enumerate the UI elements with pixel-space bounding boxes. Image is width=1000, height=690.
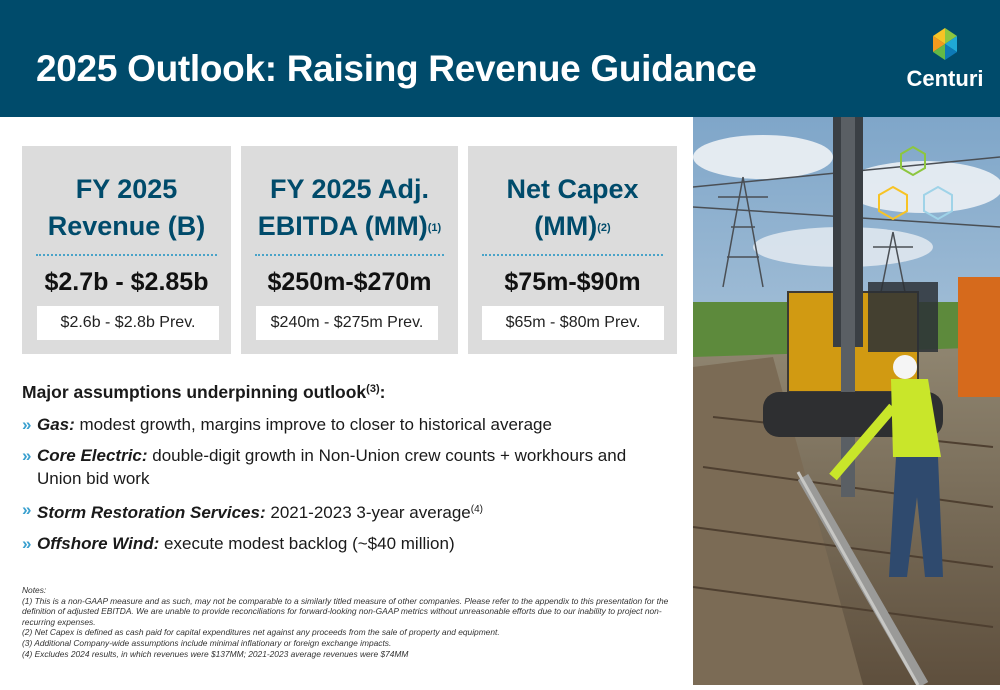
card-title: FY 2025 Revenue (B) (22, 171, 231, 247)
card-prev-value: $65m - $80m Prev. (482, 306, 664, 340)
card-value: $250m-$270m (267, 268, 432, 296)
bullet-chevron-icon: » (22, 534, 32, 553)
list-item: » Gas: modest growth, margins improve to… (22, 413, 672, 436)
assumptions-list: » Gas: modest growth, margins improve to… (22, 413, 672, 563)
centuri-logo: Centuri (905, 26, 985, 96)
bullet-text: modest growth, margins improve to closer… (74, 415, 552, 434)
footnote-line: (4) Excludes 2024 results, in which reve… (22, 648, 409, 659)
card-title-line2: EBITDA (MM) (257, 211, 428, 241)
construction-photo-illustration (692, 117, 1000, 688)
footnote-line: (2) Net Capex is defined as cash paid fo… (22, 627, 500, 638)
header-banner: 2025 Outlook: Raising Revenue Guidance C… (0, 0, 1000, 117)
dotted-divider (482, 254, 663, 256)
dotted-divider (36, 254, 217, 256)
list-item: » Storm Restoration Services: 2021-2023 … (22, 498, 672, 524)
card-title-line1: FY 2025 (75, 174, 178, 204)
notes-heading: Notes: (22, 585, 47, 595)
bullet-label: Storm Restoration Services: (37, 503, 266, 522)
list-item: » Core Electric: double-digit growth in … (22, 444, 672, 490)
bullet-label: Offshore Wind: (37, 534, 160, 553)
footnotes: Notes: (1) This is a non-GAAP measure an… (22, 585, 672, 659)
card-ebitda: FY 2025 Adj. EBITDA (MM)(1) $250m-$270m … (241, 146, 458, 354)
card-title-line2: (MM) (534, 211, 598, 241)
card-title-line1: FY 2025 Adj. (269, 174, 430, 204)
card-title-line2: Revenue (B) (47, 211, 206, 241)
bullet-text: double-digit growth in Non-Union crew co… (37, 446, 627, 488)
bullet-chevron-icon: » (22, 446, 32, 465)
card-title: Net Capex (MM)(2) (468, 171, 677, 247)
footnote-line: (1) This is a non-GAAP measure and as su… (22, 595, 669, 627)
centuri-logo-icon (933, 28, 957, 60)
card-value: $75m-$90m (504, 268, 641, 296)
assumptions-heading-colon: : (379, 382, 386, 402)
assumptions-heading-text: Major assumptions underpinning outlook (22, 382, 367, 402)
card-footnote-ref: (1) (427, 222, 442, 234)
bullet-text: execute modest backlog (~$40 million) (159, 534, 455, 553)
card-footnote-ref: (2) (597, 222, 611, 234)
card-title-line1: Net Capex (506, 174, 639, 204)
card-prev-value: $2.6b - $2.8b Prev. (37, 306, 219, 340)
footnote-ref: (3) (366, 383, 380, 395)
worksite-photo (692, 117, 1000, 688)
footnote-ref: (4) (470, 504, 483, 515)
card-revenue: FY 2025 Revenue (B) $2.7b - $2.85b $2.6b… (22, 146, 231, 354)
card-value: $2.7b - $2.85b (44, 268, 209, 296)
page-title: 2025 Outlook: Raising Revenue Guidance (36, 48, 757, 89)
card-title: FY 2025 Adj. EBITDA (MM)(1) (241, 171, 458, 247)
assumptions-heading: Major assumptions underpinning outlook(3… (22, 382, 385, 403)
logo-wordmark: Centuri (906, 66, 984, 91)
card-capex: Net Capex (MM)(2) $75m-$90m $65m - $80m … (468, 146, 677, 354)
list-item: » Offshore Wind: execute modest backlog … (22, 532, 672, 555)
bullet-label: Gas: (37, 415, 75, 434)
bullet-chevron-icon: » (22, 500, 32, 519)
footnote-line: (3) Additional Company-wide assumptions … (22, 637, 392, 648)
dotted-divider (255, 254, 444, 256)
card-prev-value: $240m - $275m Prev. (256, 306, 438, 340)
bullet-text: 2021-2023 3-year average (265, 503, 471, 522)
bullet-chevron-icon: » (22, 415, 32, 434)
bullet-label: Core Electric: (37, 446, 148, 465)
